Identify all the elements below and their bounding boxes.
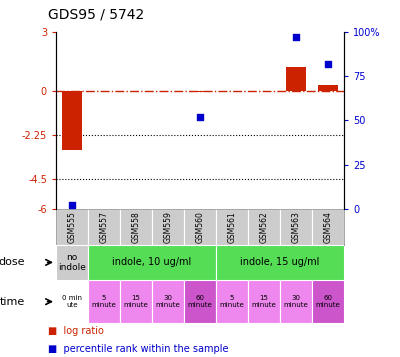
Bar [56, 280, 88, 323]
Bar [62, 91, 82, 150]
Bar [56, 209, 88, 245]
Text: GSM557: GSM557 [100, 211, 108, 243]
Text: ■  percentile rank within the sample: ■ percentile rank within the sample [48, 344, 228, 354]
Text: dose: dose [0, 257, 25, 267]
Text: 30
minute: 30 minute [284, 295, 308, 308]
Text: 60
minute: 60 minute [316, 295, 340, 308]
Bar [312, 209, 344, 245]
Bar [248, 209, 280, 245]
Text: indole, 15 ug/ml: indole, 15 ug/ml [240, 257, 320, 267]
Bar [184, 209, 216, 245]
Text: GDS95 / 5742: GDS95 / 5742 [48, 7, 144, 21]
Text: GSM559: GSM559 [164, 211, 172, 243]
Text: GSM558: GSM558 [132, 211, 140, 242]
Bar [216, 245, 344, 280]
Bar [152, 280, 184, 323]
Bar [152, 209, 184, 245]
Point [69, 202, 75, 208]
Bar [216, 209, 248, 245]
Bar [312, 280, 344, 323]
Text: 60
minute: 60 minute [188, 295, 212, 308]
Point [293, 35, 299, 40]
Bar [120, 280, 152, 323]
Text: GSM563: GSM563 [292, 211, 300, 243]
Bar [56, 245, 88, 280]
Point [197, 114, 203, 120]
Text: ■  log ratio: ■ log ratio [48, 326, 104, 336]
Text: no
indole: no indole [58, 253, 86, 272]
Text: 30
minute: 30 minute [156, 295, 180, 308]
Bar [216, 280, 248, 323]
Text: GSM561: GSM561 [228, 211, 236, 242]
Bar [88, 280, 120, 323]
Bar [190, 91, 210, 92]
Bar [184, 280, 216, 323]
Text: GSM555: GSM555 [68, 211, 76, 243]
Text: GSM560: GSM560 [196, 211, 204, 243]
Text: 15
minute: 15 minute [124, 295, 148, 308]
Text: indole, 10 ug/ml: indole, 10 ug/ml [112, 257, 192, 267]
Text: 5
minute: 5 minute [92, 295, 116, 308]
Text: 0 min
ute: 0 min ute [62, 295, 82, 308]
Text: time: time [0, 297, 25, 307]
Text: 15
minute: 15 minute [252, 295, 276, 308]
Point [325, 61, 331, 67]
Bar [88, 209, 120, 245]
Bar [286, 67, 306, 91]
Bar [248, 280, 280, 323]
Bar [88, 245, 216, 280]
Bar [280, 280, 312, 323]
Bar [280, 209, 312, 245]
Text: GSM562: GSM562 [260, 211, 268, 242]
Text: GSM564: GSM564 [324, 211, 332, 243]
Bar [318, 85, 338, 91]
Text: 5
minute: 5 minute [220, 295, 244, 308]
Bar [120, 209, 152, 245]
